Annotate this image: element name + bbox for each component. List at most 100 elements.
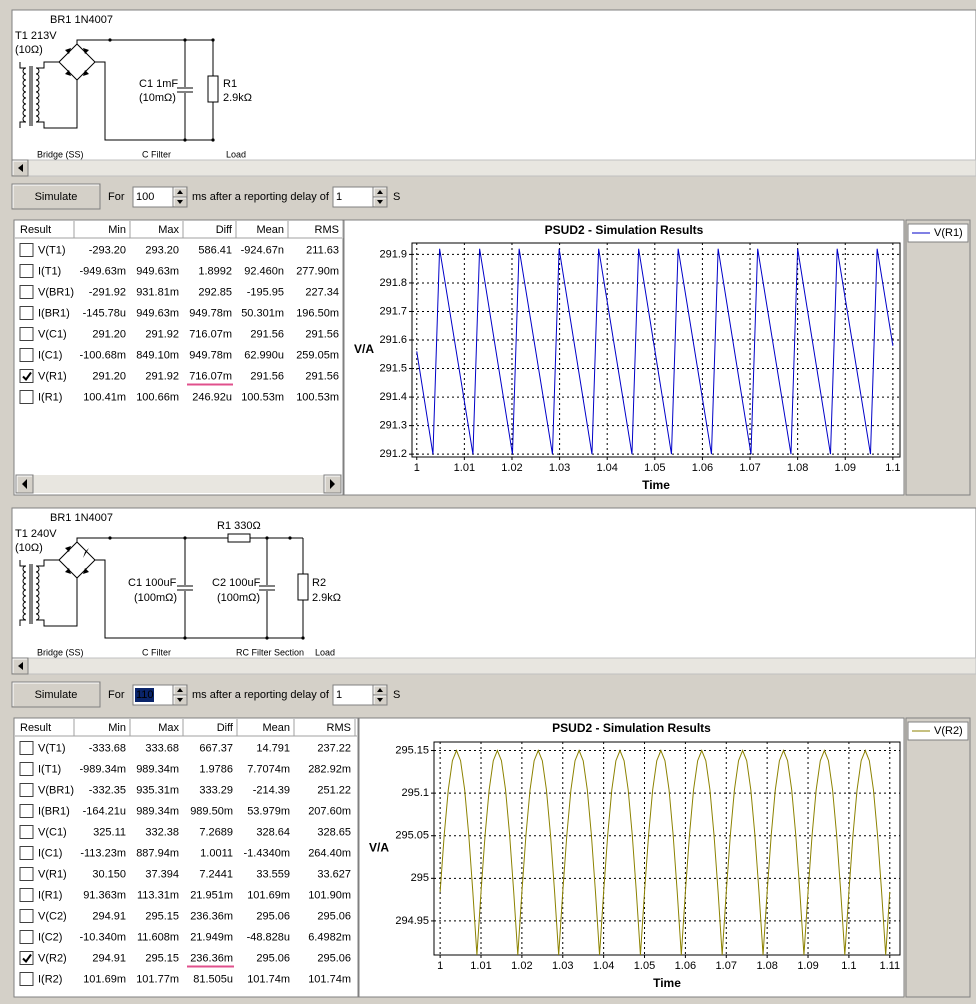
checkbox[interactable] <box>19 888 34 902</box>
result-name: I(R1) <box>38 391 62 403</box>
table-scrollbar[interactable] <box>16 475 341 493</box>
result-cell: 21.951m <box>190 889 233 901</box>
checkbox[interactable] <box>19 951 34 965</box>
simulate-button-highlight <box>12 682 99 706</box>
result-cell: 100.53m <box>296 391 339 403</box>
column-header: RMS <box>327 722 351 734</box>
result-cell: 100.66m <box>136 391 179 403</box>
y-tick-label: 291.4 <box>379 391 407 403</box>
result-cell: 333.29 <box>199 784 233 796</box>
checkbox[interactable] <box>19 825 34 839</box>
section-label: RC Filter Section <box>236 647 304 657</box>
checkbox[interactable] <box>19 930 34 944</box>
results-table <box>13 219 344 496</box>
checkbox[interactable] <box>19 972 34 986</box>
scroll-left-button-highlight <box>16 475 32 492</box>
checkbox[interactable] <box>19 909 34 923</box>
result-cell: 294.91 <box>92 910 126 922</box>
result-name: I(T1) <box>38 265 61 277</box>
result-cell: 101.69m <box>83 973 126 985</box>
checkbox[interactable] <box>19 369 34 383</box>
schematic-label: C1 1mF <box>139 78 178 90</box>
result-cell: -333.68 <box>89 742 126 754</box>
x-tick-label: 1.1 <box>885 462 900 474</box>
for-label: For <box>108 689 125 701</box>
result-cell: 291.56 <box>305 370 339 382</box>
result-cell: 196.50m <box>296 307 339 319</box>
checkbox[interactable] <box>19 783 34 797</box>
result-cell: 295.06 <box>317 952 351 964</box>
result-cell: 101.74m <box>308 973 351 985</box>
result-cell: 949.63m <box>136 307 179 319</box>
scroll-right-button-highlight <box>324 475 340 492</box>
spin-up-highlight <box>173 685 186 694</box>
checkbox[interactable] <box>19 306 34 320</box>
column-header: Result <box>20 224 51 236</box>
checkbox[interactable] <box>19 804 34 818</box>
section-label: Load <box>226 149 246 159</box>
checkbox[interactable] <box>19 264 34 278</box>
result-cell: 53.979m <box>247 805 290 817</box>
spin-up-highlight <box>373 685 386 694</box>
result-cell: 50.301m <box>241 307 284 319</box>
arrow <box>18 662 23 670</box>
checkbox[interactable] <box>19 390 34 404</box>
plot-frame <box>433 741 901 956</box>
x-axis-label: Time <box>653 976 681 990</box>
y-tick-label: 291.2 <box>379 448 407 460</box>
series-line <box>439 749 891 956</box>
checkbox[interactable] <box>19 762 34 776</box>
x-axis-label: Time <box>642 478 670 492</box>
result-cell: 100.41m <box>83 391 126 403</box>
column-header: Diff <box>216 224 233 236</box>
result-cell: -949.63m <box>80 265 126 277</box>
spin-up-highlight <box>373 187 386 196</box>
result-cell: -100.68m <box>80 349 126 361</box>
legend-label: V(R1) <box>934 227 963 239</box>
scroll-left-button-highlight <box>12 658 27 673</box>
result-name: V(T1) <box>38 742 66 754</box>
duration-value[interactable]: 100 <box>136 191 154 203</box>
result-cell: 7.2689 <box>199 826 233 838</box>
result-cell: 282.92m <box>308 763 351 775</box>
ms-label: ms after a reporting delay of <box>192 191 330 203</box>
x-tick-label: 1.07 <box>739 462 760 474</box>
simulate-button[interactable] <box>11 681 101 708</box>
ms-label: ms after a reporting delay of <box>192 689 330 701</box>
column-header: Min <box>108 722 126 734</box>
schematic-label: BR1 1N4007 <box>50 14 113 26</box>
arrow <box>377 688 383 702</box>
spin-down-highlight <box>173 197 186 206</box>
schematic-label: (100mΩ) <box>217 592 260 604</box>
scrollbar[interactable] <box>11 159 976 177</box>
checkbox[interactable] <box>19 867 34 881</box>
result-cell: -1.4340m <box>244 847 290 859</box>
checkbox[interactable] <box>19 285 34 299</box>
checkbox[interactable] <box>19 243 34 257</box>
result-cell: 292.85 <box>198 286 232 298</box>
scrollbar[interactable] <box>11 657 976 675</box>
result-cell: 92.460n <box>244 265 284 277</box>
checkbox[interactable] <box>19 348 34 362</box>
schematic-label: (10mΩ) <box>139 92 176 104</box>
checkbox[interactable] <box>19 741 34 755</box>
check-mark <box>22 953 32 964</box>
result-cell: 328.65 <box>317 826 351 838</box>
duration-value[interactable]: 110 <box>136 689 154 701</box>
x-tick-label: 1.03 <box>552 960 573 972</box>
simulate-button[interactable] <box>11 183 101 210</box>
x-tick-label: 1.02 <box>511 960 532 972</box>
delay-value[interactable]: 1 <box>336 191 342 203</box>
checkbox[interactable] <box>19 327 34 341</box>
x-tick-label: 1.05 <box>644 462 665 474</box>
result-cell: 989.34m <box>136 763 179 775</box>
result-cell: -10.340m <box>80 931 126 943</box>
checkbox[interactable] <box>19 846 34 860</box>
x-tick-label: 1.03 <box>549 462 570 474</box>
result-name: V(C1) <box>38 328 67 340</box>
arrow <box>177 190 183 204</box>
schematic-label: C1 100uF <box>128 577 177 589</box>
delay-value[interactable]: 1 <box>336 689 342 701</box>
column-header: RMS <box>315 224 339 236</box>
